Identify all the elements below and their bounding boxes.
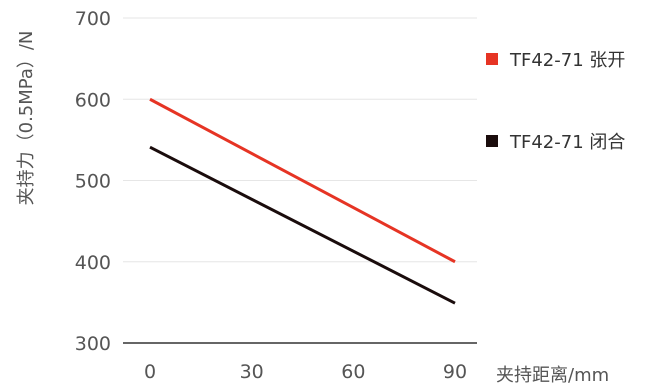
series-line xyxy=(149,145,456,305)
legend-swatch-closed xyxy=(486,135,498,147)
series-line xyxy=(149,97,456,264)
x-tick-label: 30 xyxy=(240,361,264,383)
series-lines xyxy=(149,97,456,305)
legend-label-closed: TF42-71 闭合 xyxy=(509,132,625,153)
x-axis-ticks: 0 30 60 90 xyxy=(144,361,467,383)
legend-item-open: TF42-71 张开 xyxy=(486,50,625,71)
x-tick-label: 90 xyxy=(443,361,467,383)
legend-item-closed: TF42-71 闭合 xyxy=(486,132,625,153)
legend-swatch-open xyxy=(486,53,498,65)
legend-label-open: TF42-71 张开 xyxy=(509,50,625,71)
y-tick-label: 700 xyxy=(75,8,111,30)
y-tick-label: 400 xyxy=(75,252,111,274)
x-tick-label: 0 xyxy=(144,361,156,383)
y-tick-label: 500 xyxy=(75,171,111,193)
legend: TF42-71 张开 TF42-71 闭合 xyxy=(486,50,625,153)
x-tick-label: 60 xyxy=(341,361,365,383)
y-tick-label: 300 xyxy=(75,333,111,355)
y-axis-ticks: 300 400 500 600 700 xyxy=(75,8,111,355)
x-axis-label: 夹持距离/mm xyxy=(496,365,609,386)
y-axis-label: 夹持力（0.5MPa）/N xyxy=(16,31,37,206)
y-tick-label: 600 xyxy=(75,89,111,111)
